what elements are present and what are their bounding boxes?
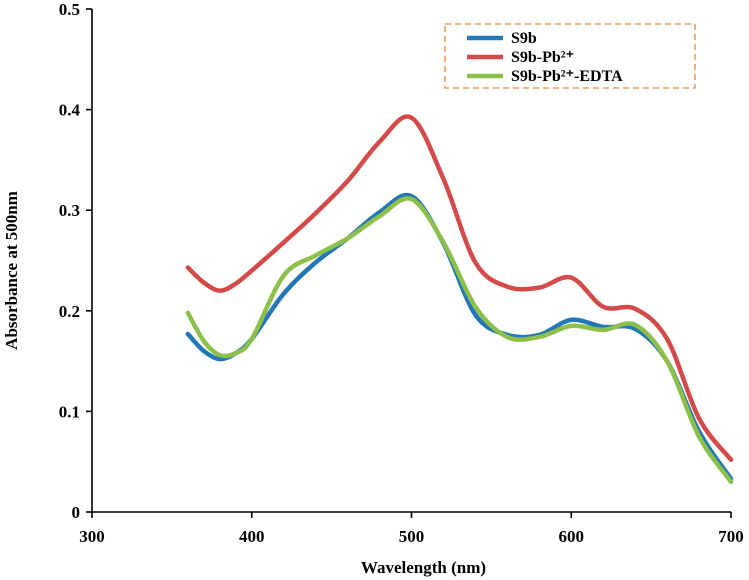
x-tick-label: 700	[718, 527, 744, 546]
legend-label-s9b-pb: S9b-Pb²⁺	[511, 49, 574, 66]
legend-label-s9b: S9b	[511, 30, 537, 47]
y-tick-label: 0	[72, 503, 81, 522]
x-tick-label: 300	[79, 527, 105, 546]
y-tick-label: 0.1	[59, 402, 80, 421]
y-ticks: 0 0.1 0.2 0.3 0.4 0.5	[59, 0, 92, 522]
series-layer	[185, 114, 734, 485]
y-tick-label: 0.2	[59, 302, 80, 321]
y-tick-label: 0.3	[59, 201, 80, 220]
y-axis-title: Absorbance at 500nm	[2, 191, 21, 350]
x-tick-label: 600	[559, 527, 585, 546]
y-tick-label: 0.4	[59, 101, 81, 120]
series-line-s9b-pb	[185, 114, 734, 462]
x-tick-label: 500	[399, 527, 425, 546]
legend: S9b S9b-Pb²⁺ S9b-Pb²⁺-EDTA	[444, 23, 696, 89]
x-tick-label: 400	[239, 527, 265, 546]
x-axis-title: Wavelength (nm)	[361, 558, 486, 577]
y-tick-label: 0.5	[59, 0, 80, 19]
x-ticks: 300 400 500 600 700	[79, 512, 744, 546]
series-line-s9b-pb-edta	[185, 196, 734, 485]
legend-label-s9b-pb-edta: S9b-Pb²⁺-EDTA	[511, 68, 623, 85]
